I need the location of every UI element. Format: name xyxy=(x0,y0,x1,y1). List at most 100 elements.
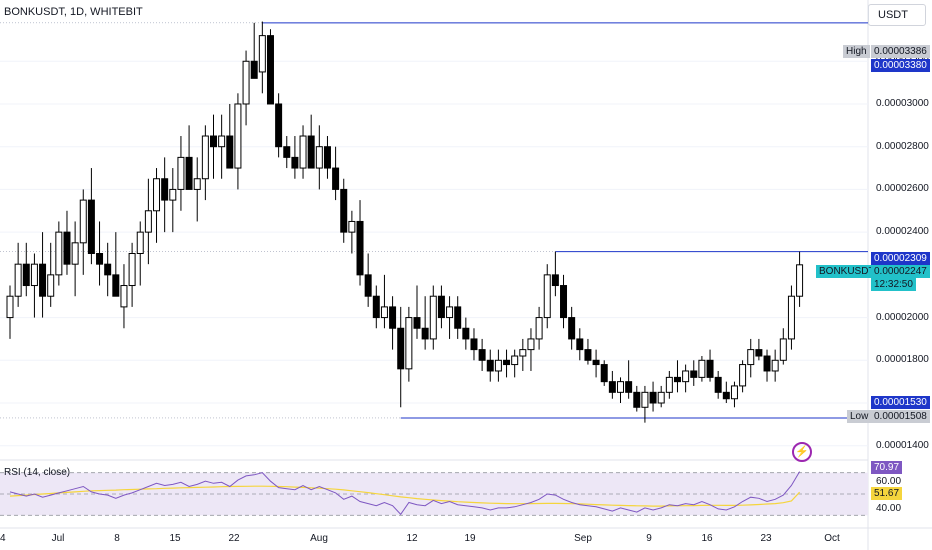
candle xyxy=(275,103,283,148)
candle xyxy=(258,35,266,73)
candle xyxy=(698,359,706,378)
date-axis-label: 8 xyxy=(114,533,120,544)
candle xyxy=(283,146,291,158)
candle xyxy=(226,135,234,169)
rsi-ma-tag: 51.67 xyxy=(871,487,903,500)
candle xyxy=(299,135,307,169)
candle xyxy=(291,156,299,169)
candle xyxy=(787,295,795,340)
candle xyxy=(592,359,600,366)
candle xyxy=(153,178,161,212)
price-axis-label: 0.00001800 xyxy=(876,354,929,366)
candle xyxy=(250,60,258,79)
mid-line-tag: 0.00002309 xyxy=(871,252,930,265)
candle xyxy=(14,263,22,297)
candle xyxy=(380,306,388,319)
candle xyxy=(478,349,486,361)
price-axis-label: 0.00001400 xyxy=(876,439,929,451)
candle xyxy=(706,359,714,378)
symbol-price-label: BONKUSDT xyxy=(816,265,878,278)
candle xyxy=(372,295,380,319)
grid xyxy=(0,60,868,447)
candle xyxy=(747,349,755,366)
candle xyxy=(169,188,177,201)
candle xyxy=(470,338,478,351)
date-axis-label: 19 xyxy=(464,533,476,544)
candle xyxy=(446,306,454,319)
candle xyxy=(201,135,209,180)
candle xyxy=(22,263,30,287)
candle xyxy=(413,317,421,329)
symbol-title[interactable]: BONKUSDT, 1D, WHITEBIT xyxy=(4,6,143,18)
candle xyxy=(266,35,274,105)
candle xyxy=(657,391,665,404)
candle xyxy=(429,295,437,340)
bar-countdown: 12:32:50 xyxy=(871,278,916,291)
candle xyxy=(332,167,340,190)
date-axis-label: 4 xyxy=(0,533,6,544)
candle xyxy=(55,231,63,276)
candle xyxy=(234,103,242,169)
candle xyxy=(307,135,315,169)
candle xyxy=(71,242,79,265)
candle xyxy=(690,370,698,378)
lightning-icon[interactable]: ⚡ xyxy=(792,442,812,462)
price-axis-label: 0.00002000 xyxy=(876,311,929,323)
candle xyxy=(47,274,55,297)
candle xyxy=(323,146,331,169)
candle xyxy=(185,156,193,190)
candle xyxy=(494,359,502,372)
rsi-pane xyxy=(0,471,868,516)
candle xyxy=(136,231,144,254)
date-axis-label: Sep xyxy=(574,533,592,544)
date-axis-label: Jul xyxy=(51,533,65,544)
candle xyxy=(462,327,470,340)
candle xyxy=(210,135,217,148)
candle xyxy=(519,349,527,357)
candle xyxy=(144,210,152,233)
candle xyxy=(796,264,804,297)
date-axis-label: 16 xyxy=(701,533,713,544)
candle xyxy=(779,338,787,361)
rsi-title[interactable]: RSI (14, close) xyxy=(4,467,71,478)
date-axis-label: Oct xyxy=(824,533,840,544)
date-axis-label: 9 xyxy=(646,533,652,544)
candle xyxy=(511,355,519,366)
candle xyxy=(340,188,348,233)
high-label: High xyxy=(843,45,870,58)
candle xyxy=(584,349,592,361)
candle xyxy=(104,263,112,276)
price-axis-label: 0.00002400 xyxy=(876,226,929,238)
candle xyxy=(421,327,429,340)
date-axis-label: 15 xyxy=(169,533,181,544)
candle xyxy=(486,359,494,372)
candle xyxy=(356,220,364,276)
candle xyxy=(63,231,71,265)
candle xyxy=(348,220,356,233)
date-axis-label: 23 xyxy=(760,533,772,544)
candle xyxy=(649,391,657,404)
level-lines xyxy=(0,22,868,419)
candle xyxy=(739,364,747,387)
price-axis-label: 0.00003000 xyxy=(876,97,929,109)
candle xyxy=(96,252,104,265)
candle xyxy=(242,60,250,105)
rsi-value-tag: 70.97 xyxy=(871,461,903,474)
candle xyxy=(600,364,608,383)
candle xyxy=(503,359,511,366)
candle xyxy=(625,381,633,393)
candle xyxy=(454,306,462,329)
candle xyxy=(535,317,543,340)
candle xyxy=(617,381,624,393)
candle xyxy=(177,156,185,190)
candle xyxy=(193,178,201,190)
candle xyxy=(120,285,128,308)
candle xyxy=(755,349,763,357)
candles xyxy=(6,21,804,423)
candle xyxy=(771,359,779,372)
rsi-axis-label-60: 60.00 xyxy=(876,476,902,487)
candle xyxy=(576,338,584,351)
candle xyxy=(560,285,568,319)
candle xyxy=(551,274,559,287)
